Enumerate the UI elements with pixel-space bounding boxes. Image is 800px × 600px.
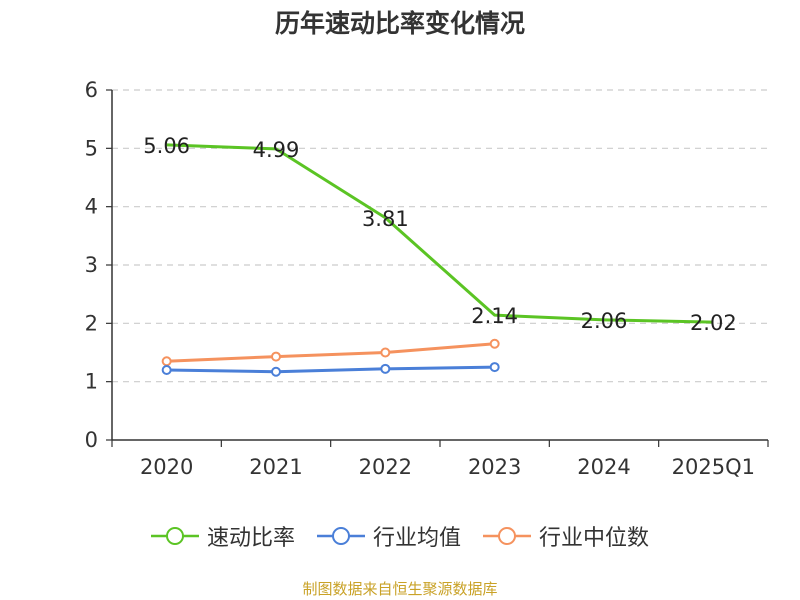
y-tick-label: 1 bbox=[85, 370, 98, 394]
x-tick-label: 2024 bbox=[577, 455, 630, 479]
grid-lines bbox=[112, 89, 768, 383]
data-point bbox=[271, 366, 281, 377]
x-tick-label: 2023 bbox=[468, 455, 521, 479]
legend-line-circle-icon bbox=[150, 527, 199, 545]
legend-item-industry-median[interactable]: 行业中位数 bbox=[483, 520, 649, 552]
legend-item-quick-ratio[interactable]: 速动比率 bbox=[150, 520, 295, 552]
x-tick-label: 2022 bbox=[359, 455, 412, 479]
data-labels: 5.06 4.99 3.81 2.14 2.06 2.02 bbox=[143, 134, 736, 335]
series-line bbox=[166, 365, 495, 374]
data-point bbox=[489, 362, 500, 373]
data-point bbox=[380, 363, 391, 374]
series-line bbox=[166, 342, 495, 363]
y-tick-label: 0 bbox=[85, 428, 98, 452]
series-line bbox=[166, 143, 714, 324]
legend-line-circle-icon bbox=[483, 527, 531, 545]
chart-title: 历年速动比率变化情况 bbox=[274, 9, 525, 38]
y-tick-label: 2 bbox=[85, 311, 98, 335]
x-tick-label: 2020 bbox=[140, 455, 193, 479]
y-tick-label: 6 bbox=[85, 78, 98, 102]
legend-item-industry-average[interactable]: 行业均值 bbox=[316, 520, 461, 552]
axes: 0 1 2 3 4 5 6 2020 2021 2022 2023 2024 2025Q1 bbox=[85, 78, 769, 479]
data-point bbox=[161, 356, 172, 367]
y-tick-label: 5 bbox=[85, 136, 98, 160]
data-label: 4.99 bbox=[253, 138, 300, 162]
legend-label: 行业均值 bbox=[372, 526, 461, 551]
data-label: 3.81 bbox=[362, 207, 409, 231]
data-label: 5.06 bbox=[143, 134, 190, 158]
y-tick-label: 3 bbox=[85, 253, 98, 277]
x-tick-label: 2021 bbox=[249, 455, 302, 479]
data-point bbox=[380, 347, 391, 358]
legend-line-circle-icon bbox=[316, 527, 365, 545]
legend-label: 速动比率 bbox=[206, 526, 295, 551]
legend: 速动比率 行业均值 行业中位数 bbox=[0, 518, 800, 554]
legend-label: 行业中位数 bbox=[539, 526, 650, 551]
y-tick-label: 4 bbox=[85, 195, 98, 219]
data-label: 2.06 bbox=[581, 309, 628, 333]
data-point bbox=[271, 351, 281, 362]
x-tick-label: 2025Q1 bbox=[672, 455, 755, 479]
series-lines bbox=[161, 143, 714, 377]
data-label: 2.14 bbox=[471, 304, 518, 328]
data-point bbox=[489, 338, 500, 349]
source-note: 制图数据来自恒生聚源数据库 bbox=[302, 580, 498, 598]
data-point bbox=[161, 365, 172, 375]
data-label: 2.02 bbox=[690, 311, 737, 335]
